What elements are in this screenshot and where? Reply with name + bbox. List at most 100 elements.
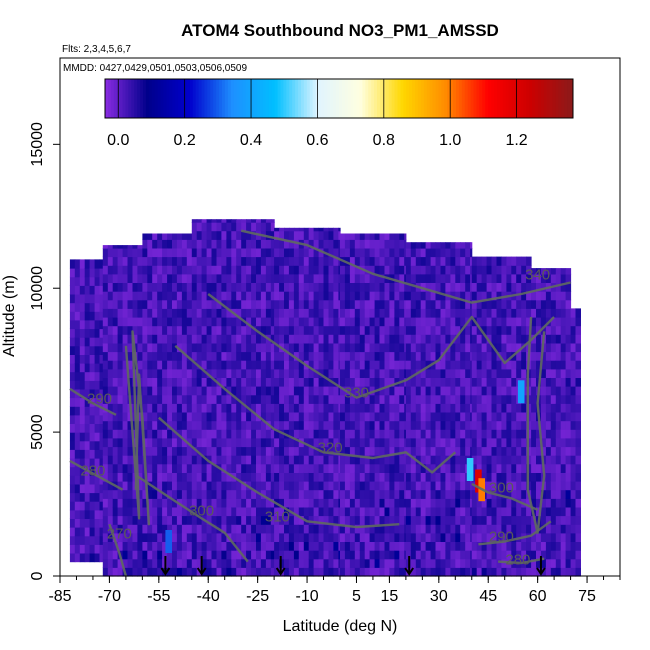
heatmap-cell xyxy=(516,455,522,465)
heatmap-cell xyxy=(201,386,208,396)
heatmap-cell xyxy=(298,541,305,551)
heatmap-cell xyxy=(308,227,315,232)
heatmap-cell xyxy=(531,541,537,551)
heatmap-cell xyxy=(369,342,376,353)
heatmap-cell xyxy=(284,230,290,240)
heatmap-cell xyxy=(405,242,412,249)
heatmap-cell xyxy=(260,420,267,430)
heatmap-cell xyxy=(560,291,567,301)
heatmap-cell xyxy=(516,481,522,491)
heatmap-cell xyxy=(69,285,76,295)
heatmap-cell xyxy=(303,291,310,301)
heatmap-cell xyxy=(540,550,547,560)
heatmap-cell xyxy=(112,446,119,456)
heatmap-cell xyxy=(328,420,334,430)
heatmap-cell xyxy=(430,412,437,422)
heatmap-cell xyxy=(560,429,567,439)
heatmap-cell xyxy=(162,550,168,560)
heatmap-cell xyxy=(486,360,493,370)
heatmap-cell xyxy=(374,317,381,327)
heatmap-cell xyxy=(340,550,346,560)
heatmap-cell xyxy=(338,247,341,258)
heatmap-cell xyxy=(344,550,351,560)
heatmap-cell xyxy=(94,276,101,286)
heatmap-cell xyxy=(236,472,242,482)
heatmap-cell xyxy=(526,308,532,318)
heatmap-cell xyxy=(274,403,280,413)
heatmap-cell xyxy=(186,532,193,542)
heatmap-cell xyxy=(79,259,86,269)
heatmap-cell xyxy=(172,541,178,551)
heatmap-cell xyxy=(476,541,483,551)
heatmap-cell xyxy=(545,360,552,370)
heatmap-cell xyxy=(127,342,133,353)
heatmap-cell xyxy=(246,567,252,577)
heatmap-cell xyxy=(521,524,527,534)
heatmap-cell xyxy=(471,334,478,344)
heatmap-cell xyxy=(430,403,437,413)
heatmap-cell xyxy=(491,256,497,266)
heatmap-cell xyxy=(152,567,158,577)
heatmap-cell xyxy=(550,386,557,396)
heatmap-cell xyxy=(74,302,81,312)
heatmap-cell xyxy=(359,437,366,448)
heatmap-cell xyxy=(404,472,407,482)
heatmap-cell xyxy=(157,472,163,482)
heatmap-cell xyxy=(379,437,385,448)
heatmap-cell xyxy=(394,463,400,473)
heatmap-cell xyxy=(476,282,483,292)
heatmap-cell xyxy=(142,308,148,318)
heatmap-cell xyxy=(279,541,285,551)
heatmap-cell xyxy=(270,472,275,482)
heatmap-cell xyxy=(374,299,381,309)
heatmap-cell xyxy=(99,483,104,494)
heatmap-cell xyxy=(540,268,547,275)
heatmap-cell xyxy=(354,282,361,292)
heatmap-cell xyxy=(176,368,183,378)
heatmap-cell xyxy=(181,351,188,361)
heatmap-cell xyxy=(152,368,158,378)
heatmap-cell xyxy=(274,351,280,361)
heatmap-cell xyxy=(270,342,275,353)
heatmap-cell xyxy=(293,472,300,482)
heatmap-cell xyxy=(364,412,371,422)
heatmap-cell xyxy=(211,489,217,499)
heatmap-cell xyxy=(450,567,456,577)
heatmap-cell xyxy=(560,334,567,344)
heatmap-cell xyxy=(89,414,96,424)
heatmap-cell xyxy=(540,273,547,283)
heatmap-cell xyxy=(565,472,572,482)
heatmap-cell xyxy=(328,317,334,327)
heatmap-cell xyxy=(89,294,96,304)
heatmap-cell xyxy=(511,489,517,499)
heatmap-cell xyxy=(496,308,502,318)
heatmap-cell xyxy=(236,463,242,473)
heatmap-cell xyxy=(241,532,247,542)
heatmap-cell xyxy=(142,532,148,542)
heatmap-cell xyxy=(241,219,247,223)
heatmap-cell xyxy=(162,455,168,465)
colorbar-segment xyxy=(353,79,358,118)
heatmap-cell xyxy=(186,291,193,301)
heatmap-cell xyxy=(84,544,91,554)
heatmap-cell xyxy=(117,334,124,344)
heatmap-cell xyxy=(394,273,400,283)
heatmap-cell xyxy=(384,394,390,404)
heatmap-cell xyxy=(251,403,257,413)
heatmap-cell xyxy=(565,394,572,404)
colorbar-segment xyxy=(526,79,530,118)
heatmap-cell xyxy=(107,489,114,499)
heatmap-cell xyxy=(288,446,295,456)
heatmap-cell xyxy=(501,412,507,422)
heatmap-cell xyxy=(384,541,390,551)
heatmap-cell xyxy=(545,273,552,283)
heatmap-cell xyxy=(265,308,272,318)
heatmap-cell xyxy=(555,472,562,482)
heatmap-cell xyxy=(354,360,361,370)
heatmap-cell xyxy=(349,515,356,525)
heatmap-cell xyxy=(404,273,407,283)
heatmap-cell xyxy=(265,239,272,249)
heatmap-cell xyxy=(369,265,376,275)
heatmap-cell xyxy=(162,437,168,448)
